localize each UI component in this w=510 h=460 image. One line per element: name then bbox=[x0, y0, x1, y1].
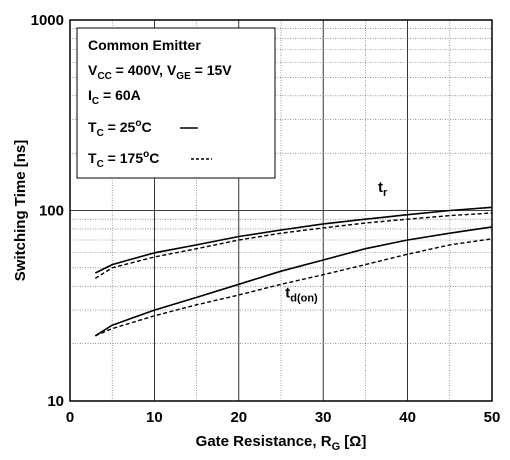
series-line bbox=[94, 226, 493, 337]
y-tick-label: 1000 bbox=[31, 12, 64, 29]
x-tick-label: 40 bbox=[399, 409, 416, 426]
x-tick-label: 30 bbox=[315, 409, 332, 426]
legend: Common Emitter VCC = 400V, VGE = 15V IC … bbox=[76, 27, 276, 179]
legend-title: Common Emitter bbox=[88, 37, 201, 53]
x-tick-label: 50 bbox=[484, 409, 501, 426]
y-tick-label: 10 bbox=[47, 393, 64, 410]
series-group bbox=[94, 206, 493, 337]
legend-box bbox=[76, 27, 276, 179]
legend-entry-25c: TC = 25oC bbox=[88, 118, 152, 139]
x-tick-label: 0 bbox=[66, 409, 74, 426]
y-tick-label: 100 bbox=[39, 203, 64, 220]
legend-entry-175c: TC = 175oC bbox=[88, 149, 159, 170]
legend-current-line: IC = 60A bbox=[88, 87, 141, 107]
series-line bbox=[94, 212, 493, 279]
x-axis-title: Gate Resistance, RG [Ω] bbox=[196, 433, 367, 453]
plot-frame bbox=[69, 19, 493, 402]
series-line bbox=[94, 206, 493, 274]
legend-voltage-line: VCC = 400V, VGE = 15V bbox=[88, 62, 232, 82]
y-axis-title: Switching Time [ns] bbox=[12, 140, 29, 281]
x-tick-label: 20 bbox=[230, 409, 247, 426]
x-tick-label: 10 bbox=[146, 409, 163, 426]
annotation-tr: tr bbox=[378, 179, 388, 199]
annotation-td-on: td(on) bbox=[285, 284, 318, 304]
series-line bbox=[95, 238, 493, 337]
